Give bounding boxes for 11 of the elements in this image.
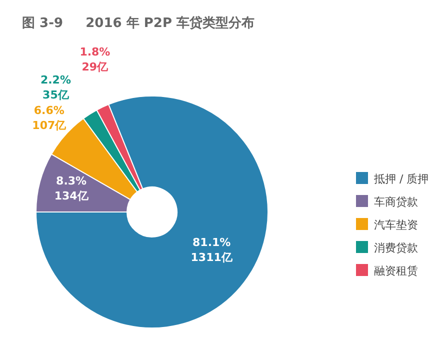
data-label: 2.2% 35亿: [40, 73, 71, 102]
data-label: 1.8% 29亿: [80, 45, 110, 74]
data-label: 8.3% 134亿: [54, 174, 90, 202]
data-label: 81.1% 1311亿: [190, 236, 234, 264]
legend-label: 汽车垫资: [374, 218, 418, 232]
legend-label: 消费贷款: [374, 242, 418, 254]
legend-label: 融资租赁: [374, 264, 418, 278]
legend-label: 抵押 / 质押: [373, 172, 429, 186]
chart-title: 图 3-9 2016 年 P2P 车贷类型分布: [22, 15, 255, 31]
legend-label: 车商贷款: [374, 196, 418, 208]
data-label: 6.6% 107亿: [32, 104, 68, 132]
